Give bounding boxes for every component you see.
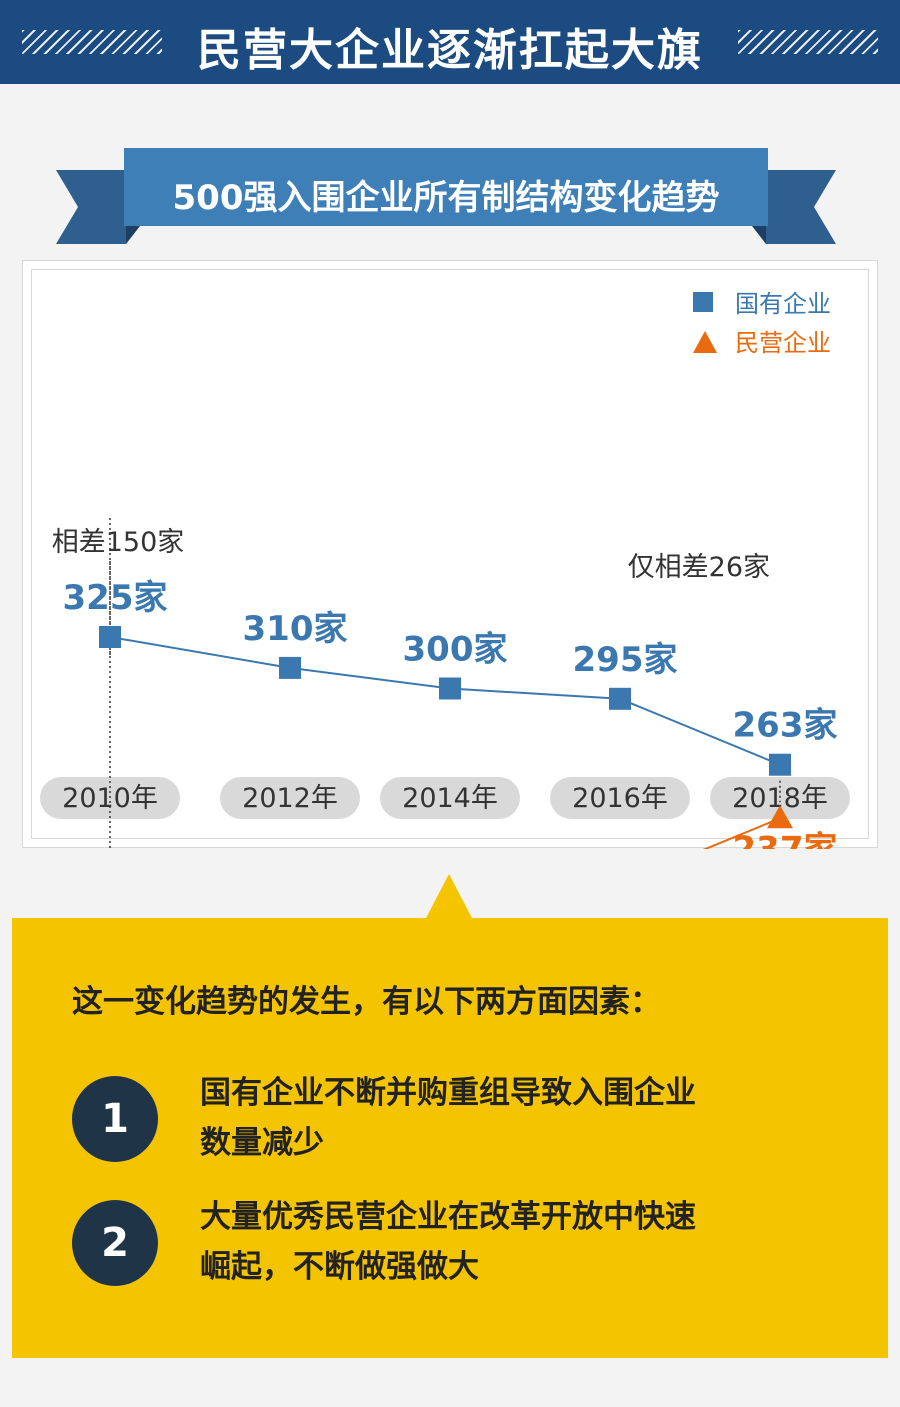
state-data-label: 295家 bbox=[573, 640, 678, 680]
callout-pointer bbox=[425, 874, 473, 920]
x-axis-pill bbox=[220, 777, 360, 819]
state-data-label: 310家 bbox=[243, 609, 348, 649]
state-marker bbox=[769, 753, 791, 776]
state-marker bbox=[279, 656, 301, 679]
reason-text-line: 大量优秀民营企业在改革开放中快速 bbox=[200, 1199, 696, 1235]
x-axis-pill bbox=[380, 777, 520, 819]
x-tick-label: 2012年 bbox=[242, 783, 338, 814]
legend-triangle-icon bbox=[693, 331, 717, 353]
state-marker bbox=[439, 677, 461, 700]
reasons-callout bbox=[12, 918, 888, 1358]
x-axis-pill bbox=[710, 777, 850, 819]
reason-text-line: 国有企业不断并购重组导致入围企业 bbox=[200, 1075, 696, 1111]
header-hatch-left bbox=[22, 30, 162, 54]
x-axis-pill bbox=[550, 777, 690, 819]
ribbon-shape bbox=[56, 148, 836, 244]
reason-item-1: 1 国有企业不断并购重组导致入围企业 数量减少 bbox=[72, 1068, 832, 1188]
reason-text-line: 数量减少 bbox=[200, 1125, 324, 1161]
legend-label: 民营企业 bbox=[735, 329, 831, 357]
state-marker bbox=[609, 687, 631, 710]
gap-annotation: 相差150家 bbox=[52, 527, 185, 558]
chart-title: 500强入围企业所有制结构变化趋势 bbox=[172, 178, 720, 218]
reason-item-2: 2 大量优秀民营企业在改革开放中快速 崛起，不断做强做大 bbox=[72, 1192, 832, 1312]
x-tick-label: 2016年 bbox=[572, 783, 668, 814]
gap-annotation: 仅相差26家 bbox=[628, 552, 770, 583]
series-line bbox=[702, 817, 781, 849]
reason-text: 国有企业不断并购重组导致入围企业 数量减少 bbox=[200, 1068, 820, 1168]
chart-inner-border bbox=[31, 269, 869, 839]
page-title: 民营大企业逐渐扛起大旗 bbox=[197, 25, 703, 76]
private-marker bbox=[767, 805, 793, 829]
state-data-label: 325家 bbox=[63, 578, 168, 618]
state-data-label: 300家 bbox=[403, 630, 508, 670]
state-data-label: 263家 bbox=[733, 706, 838, 746]
chart-panel: 2010年 2012年 2014年 2016年 2018年 325家 310家 300家 29… bbox=[22, 260, 878, 849]
reason-number-badge: 2 bbox=[72, 1200, 158, 1286]
reason-text-line: 崛起，不断做强做大 bbox=[200, 1249, 479, 1285]
legend-label: 国有企业 bbox=[735, 290, 831, 318]
x-tick-label: 2010年 bbox=[62, 783, 158, 814]
legend-square-icon bbox=[693, 292, 713, 312]
state-marker bbox=[99, 626, 121, 648]
header-hatch-right bbox=[738, 30, 878, 54]
reason-text: 大量优秀民营企业在改革开放中快速 崛起，不断做强做大 bbox=[200, 1192, 820, 1292]
header-banner: 民营大企业逐渐扛起大旗 bbox=[0, 0, 900, 84]
x-tick-label: 2014年 bbox=[402, 783, 498, 814]
reasons-intro: 这一变化趋势的发生，有以下两方面因素： bbox=[72, 984, 661, 1020]
private-data-label: 237家 bbox=[733, 829, 838, 849]
reason-number-badge: 1 bbox=[72, 1076, 158, 1162]
chart-title-ribbon: 500强入围企业所有制结构变化趋势 bbox=[56, 148, 836, 248]
